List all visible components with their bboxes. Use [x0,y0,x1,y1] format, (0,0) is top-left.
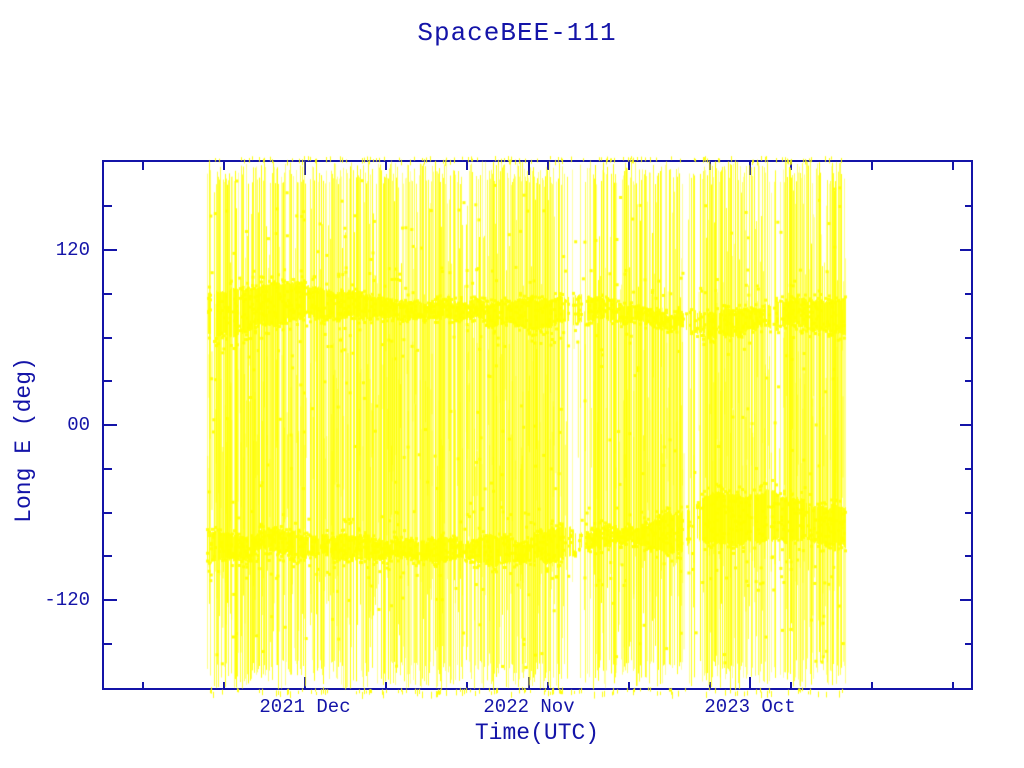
axis-tick [628,162,630,170]
axis-tick [104,380,112,383]
axis-tick [965,205,973,208]
axis-tick [960,424,973,426]
axis-tick [104,424,117,426]
axis-tick [385,162,387,170]
axis-tick [960,599,973,601]
axis-tick [104,249,117,251]
y-tick-label-neg120: -120 [44,589,90,611]
x-tick-label-2023oct: 2023 Oct [704,696,796,718]
axis-tick [104,555,112,558]
axis-tick [304,677,306,690]
axis-tick [965,555,973,558]
axis-tick [952,162,954,170]
axis-tick [528,162,530,175]
axis-tick [104,292,112,295]
chart-title: SpaceBEE-111 [417,18,617,48]
axis-tick [790,162,792,170]
axis-tick [960,249,973,251]
axis-tick [528,677,530,690]
axis-tick [790,682,792,690]
axis-tick [965,292,973,295]
y-tick-label-120: 120 [55,239,90,261]
axis-tick [709,682,711,690]
axis-tick [628,682,630,690]
axis-tick [104,642,112,645]
axis-tick [965,336,973,339]
x-axis-title: Time(UTC) [474,720,600,746]
axis-tick [871,162,873,170]
axis-tick [142,682,144,690]
axis-tick [104,205,112,208]
axis-tick [749,162,751,175]
axis-tick [223,162,225,170]
axis-tick [104,467,112,470]
axis-tick [466,162,468,170]
axis-tick [104,336,112,339]
axis-tick [749,677,751,690]
axis-tick [965,642,973,645]
axis-tick [104,599,117,601]
axis-tick [965,511,973,514]
axis-tick [871,682,873,690]
axis-tick [965,380,973,383]
plot-area [102,160,973,690]
axis-tick [142,162,144,170]
y-tick-label-00: 00 [67,414,90,436]
axis-tick [466,682,468,690]
axis-tick [223,682,225,690]
axis-tick [304,162,306,175]
x-tick-label-2022nov: 2022 Nov [483,696,575,718]
axis-tick [965,467,973,470]
y-axis-title: Long E (deg) [11,357,37,523]
axis-tick [709,162,711,170]
x-tick-label-2021dec: 2021 Dec [259,696,351,718]
axis-tick [385,682,387,690]
axis-tick [952,682,954,690]
axis-tick [104,511,112,514]
axis-tick [547,682,549,690]
axis-tick [547,162,549,170]
